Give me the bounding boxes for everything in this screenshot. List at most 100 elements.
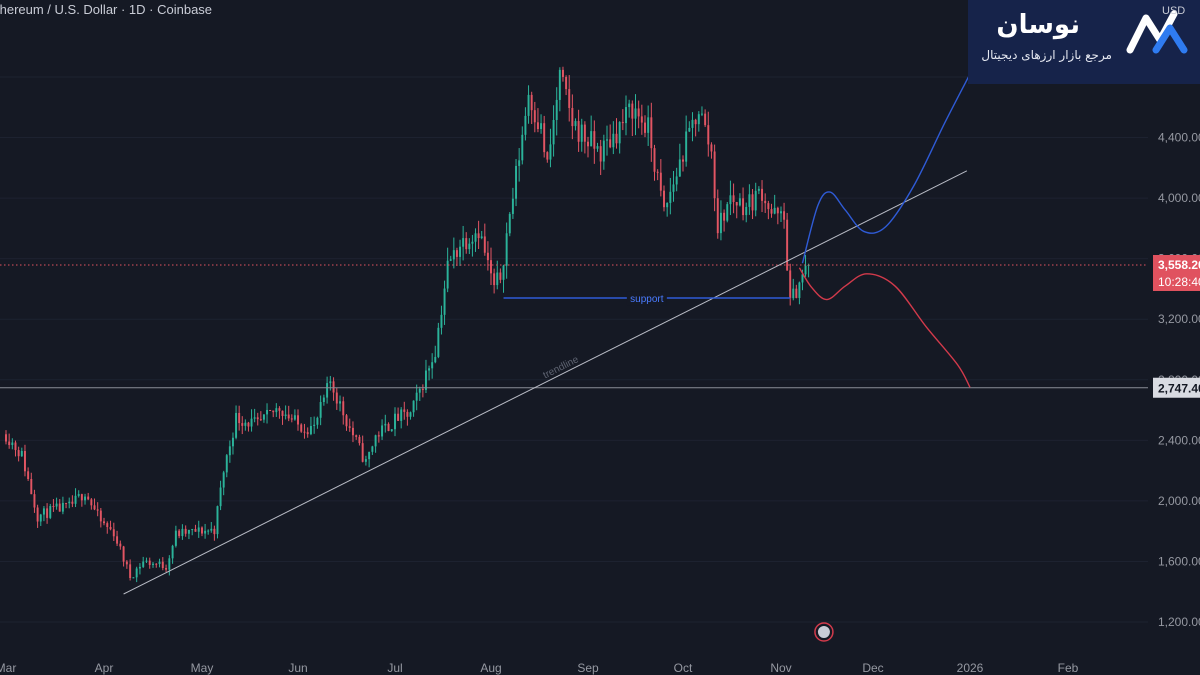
time-tick-label: Dec <box>862 661 883 675</box>
candle-body <box>181 528 184 537</box>
candle-body <box>58 503 61 512</box>
brand-tagline: مرجع بازار ارزهای دیجیتال <box>981 48 1112 62</box>
candle-body <box>36 507 39 522</box>
candle-body <box>262 414 265 420</box>
candle-body <box>219 487 222 507</box>
candle-body <box>618 122 621 144</box>
candle-body <box>669 191 672 203</box>
candle-body <box>515 165 518 199</box>
candle-body <box>65 502 68 504</box>
candle-body <box>609 139 612 148</box>
candle-body <box>780 211 782 214</box>
candle-body <box>474 233 477 242</box>
candle-body <box>751 194 754 211</box>
candle-body <box>599 146 602 162</box>
candle-body <box>256 417 259 420</box>
candle-body <box>462 238 465 247</box>
candle-body <box>309 425 312 435</box>
candle-body <box>786 219 789 271</box>
candle-body <box>459 246 462 257</box>
candle-body <box>468 243 471 250</box>
candle-body <box>546 152 549 160</box>
candle-body <box>568 89 571 108</box>
price-tick-label: 2,400.00 <box>1158 433 1200 447</box>
candle-body <box>571 107 574 127</box>
candle-body <box>577 121 580 142</box>
candle-body <box>606 139 608 141</box>
candle-body <box>46 508 49 518</box>
candle-body <box>184 528 187 534</box>
candle-body <box>615 133 618 144</box>
candle-body <box>434 356 437 363</box>
candle-body <box>171 545 174 559</box>
candle-body <box>158 561 161 564</box>
candle-body <box>428 368 431 371</box>
candle-body <box>77 494 80 496</box>
candle-body <box>663 190 665 208</box>
candle-body <box>792 288 795 299</box>
candle-body <box>231 437 234 447</box>
support-label: support <box>630 294 664 305</box>
candle-body <box>228 446 231 456</box>
candle-body <box>30 479 33 495</box>
candle-body <box>174 530 177 546</box>
current-price-label: 3,558.20 <box>1158 258 1200 272</box>
event-marker-dot <box>817 626 830 638</box>
candle-body <box>719 212 722 234</box>
candle-body <box>644 122 646 133</box>
candle-body <box>666 202 669 208</box>
candle-body <box>300 424 303 432</box>
time-axis-bg <box>0 656 1148 675</box>
candle-body <box>332 381 335 393</box>
candle-body <box>397 413 400 421</box>
candle-body <box>93 505 96 510</box>
candle-body <box>371 446 374 452</box>
candle-body <box>593 131 596 149</box>
candle-body <box>761 188 764 201</box>
candle-body <box>688 127 691 132</box>
candle-body <box>443 288 446 315</box>
candle-body <box>145 560 148 562</box>
candle-body <box>42 508 45 515</box>
time-tick-label: Oct <box>674 661 693 675</box>
time-tick-label: Apr <box>95 661 114 675</box>
candle-body <box>358 436 361 444</box>
candle-body <box>511 198 514 214</box>
candle-body <box>536 122 539 130</box>
candle-body <box>471 241 474 244</box>
candle-body <box>543 123 546 153</box>
candle-body <box>415 392 418 401</box>
candle-body <box>281 410 284 416</box>
candle-body <box>161 561 164 569</box>
candle-body <box>142 561 145 567</box>
candle-body <box>152 563 154 565</box>
candle-body <box>20 451 23 457</box>
candle-body <box>700 113 703 115</box>
candle-body <box>628 103 631 108</box>
candle-body <box>204 530 207 534</box>
price-axis-bg <box>1148 0 1200 675</box>
candle-body <box>637 108 640 117</box>
candle-body <box>222 472 225 488</box>
trendline <box>123 170 968 595</box>
candle-body <box>446 260 449 289</box>
candle-body <box>486 252 489 261</box>
candle-body <box>710 144 713 152</box>
candle-body <box>238 412 241 424</box>
candle-body <box>403 409 406 412</box>
candle-body <box>132 577 135 579</box>
candle-body <box>368 451 371 460</box>
candle-body <box>440 314 443 328</box>
candle-body <box>561 69 564 77</box>
candle-body <box>339 401 342 404</box>
candle-body <box>355 435 358 437</box>
price-tick-label: 1,600.00 <box>1158 554 1200 568</box>
candle-body <box>374 435 377 447</box>
candle-body <box>80 494 83 501</box>
candle-body <box>90 499 93 506</box>
candle-body <box>99 510 102 522</box>
candle-body <box>191 529 194 531</box>
candle-body <box>33 494 36 508</box>
